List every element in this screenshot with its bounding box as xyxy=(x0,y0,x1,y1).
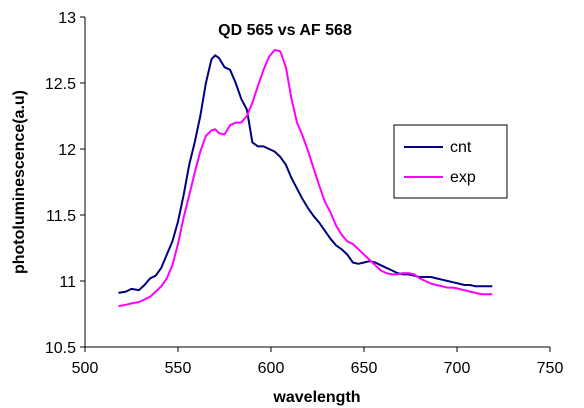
x-axis-label: wavelength xyxy=(272,389,360,406)
x-tick-label: 750 xyxy=(537,360,564,377)
plot-area: 500 550 600 650 700 750 10.5 11 11.5 12 12.5 13 xyxy=(45,10,564,377)
series-line-cnt xyxy=(118,54,493,294)
y-axis-label: photoluminescence(a.u) xyxy=(11,90,28,274)
y-tick-label: 12 xyxy=(58,142,76,159)
series-line-exp xyxy=(118,49,493,308)
axis-ticks: 500 550 600 650 700 750 10.5 11 11.5 12 12.5 13 xyxy=(45,10,564,377)
x-tick-label: 650 xyxy=(351,360,378,377)
x-tick-label: 700 xyxy=(444,360,471,377)
legend: cnt exp xyxy=(393,124,508,199)
x-tick-label: 500 xyxy=(72,360,99,377)
legend-box xyxy=(393,124,508,199)
y-tick-label: 10.5 xyxy=(45,340,76,357)
series-layer xyxy=(118,49,493,308)
y-tick-label: 13 xyxy=(58,10,76,27)
legend-label-cnt: cnt xyxy=(450,139,472,156)
y-tick-label: 12.5 xyxy=(45,76,76,93)
y-tick-label: 11.5 xyxy=(46,208,76,225)
chart-title: QD 565 vs AF 568 xyxy=(218,22,352,39)
y-tick-label: 11 xyxy=(59,274,76,291)
x-tick-label: 550 xyxy=(165,360,192,377)
legend-label-exp: exp xyxy=(450,169,476,186)
x-tick-label: 600 xyxy=(258,360,285,377)
